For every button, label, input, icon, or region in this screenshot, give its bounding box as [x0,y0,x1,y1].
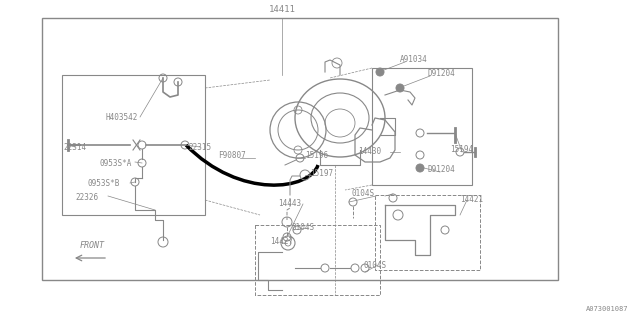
Text: 15197: 15197 [310,169,333,178]
Bar [375,195,480,270]
Circle shape [376,68,384,76]
Circle shape [416,164,424,172]
Text: 0104S: 0104S [351,189,374,198]
Text: 14443: 14443 [278,198,301,207]
Text: A073001087: A073001087 [586,306,628,312]
Text: 22315: 22315 [188,142,211,151]
Text: 0104S: 0104S [364,260,387,269]
Text: 14411: 14411 [269,5,296,14]
Text: A91034: A91034 [400,54,428,63]
Text: 0953S*A: 0953S*A [99,158,131,167]
Text: F90807: F90807 [218,151,246,161]
Text: 0953S*B: 0953S*B [88,180,120,188]
Bar [42,18,558,280]
Text: 15194: 15194 [450,145,473,154]
Circle shape [396,84,404,92]
Text: D91204: D91204 [428,69,456,78]
Text: 14430: 14430 [358,148,381,156]
Text: FRONT: FRONT [80,241,105,250]
Text: 15196: 15196 [305,150,328,159]
Text: 0104S: 0104S [291,222,314,231]
Text: 14421: 14421 [460,195,483,204]
Bar [372,68,472,185]
Text: D91204: D91204 [428,165,456,174]
Text: 22326: 22326 [75,193,98,202]
Text: H403542: H403542 [105,113,138,122]
Text: 22314: 22314 [63,142,86,151]
Bar [255,225,380,295]
Text: 14427: 14427 [270,236,293,245]
Bar [62,75,205,215]
